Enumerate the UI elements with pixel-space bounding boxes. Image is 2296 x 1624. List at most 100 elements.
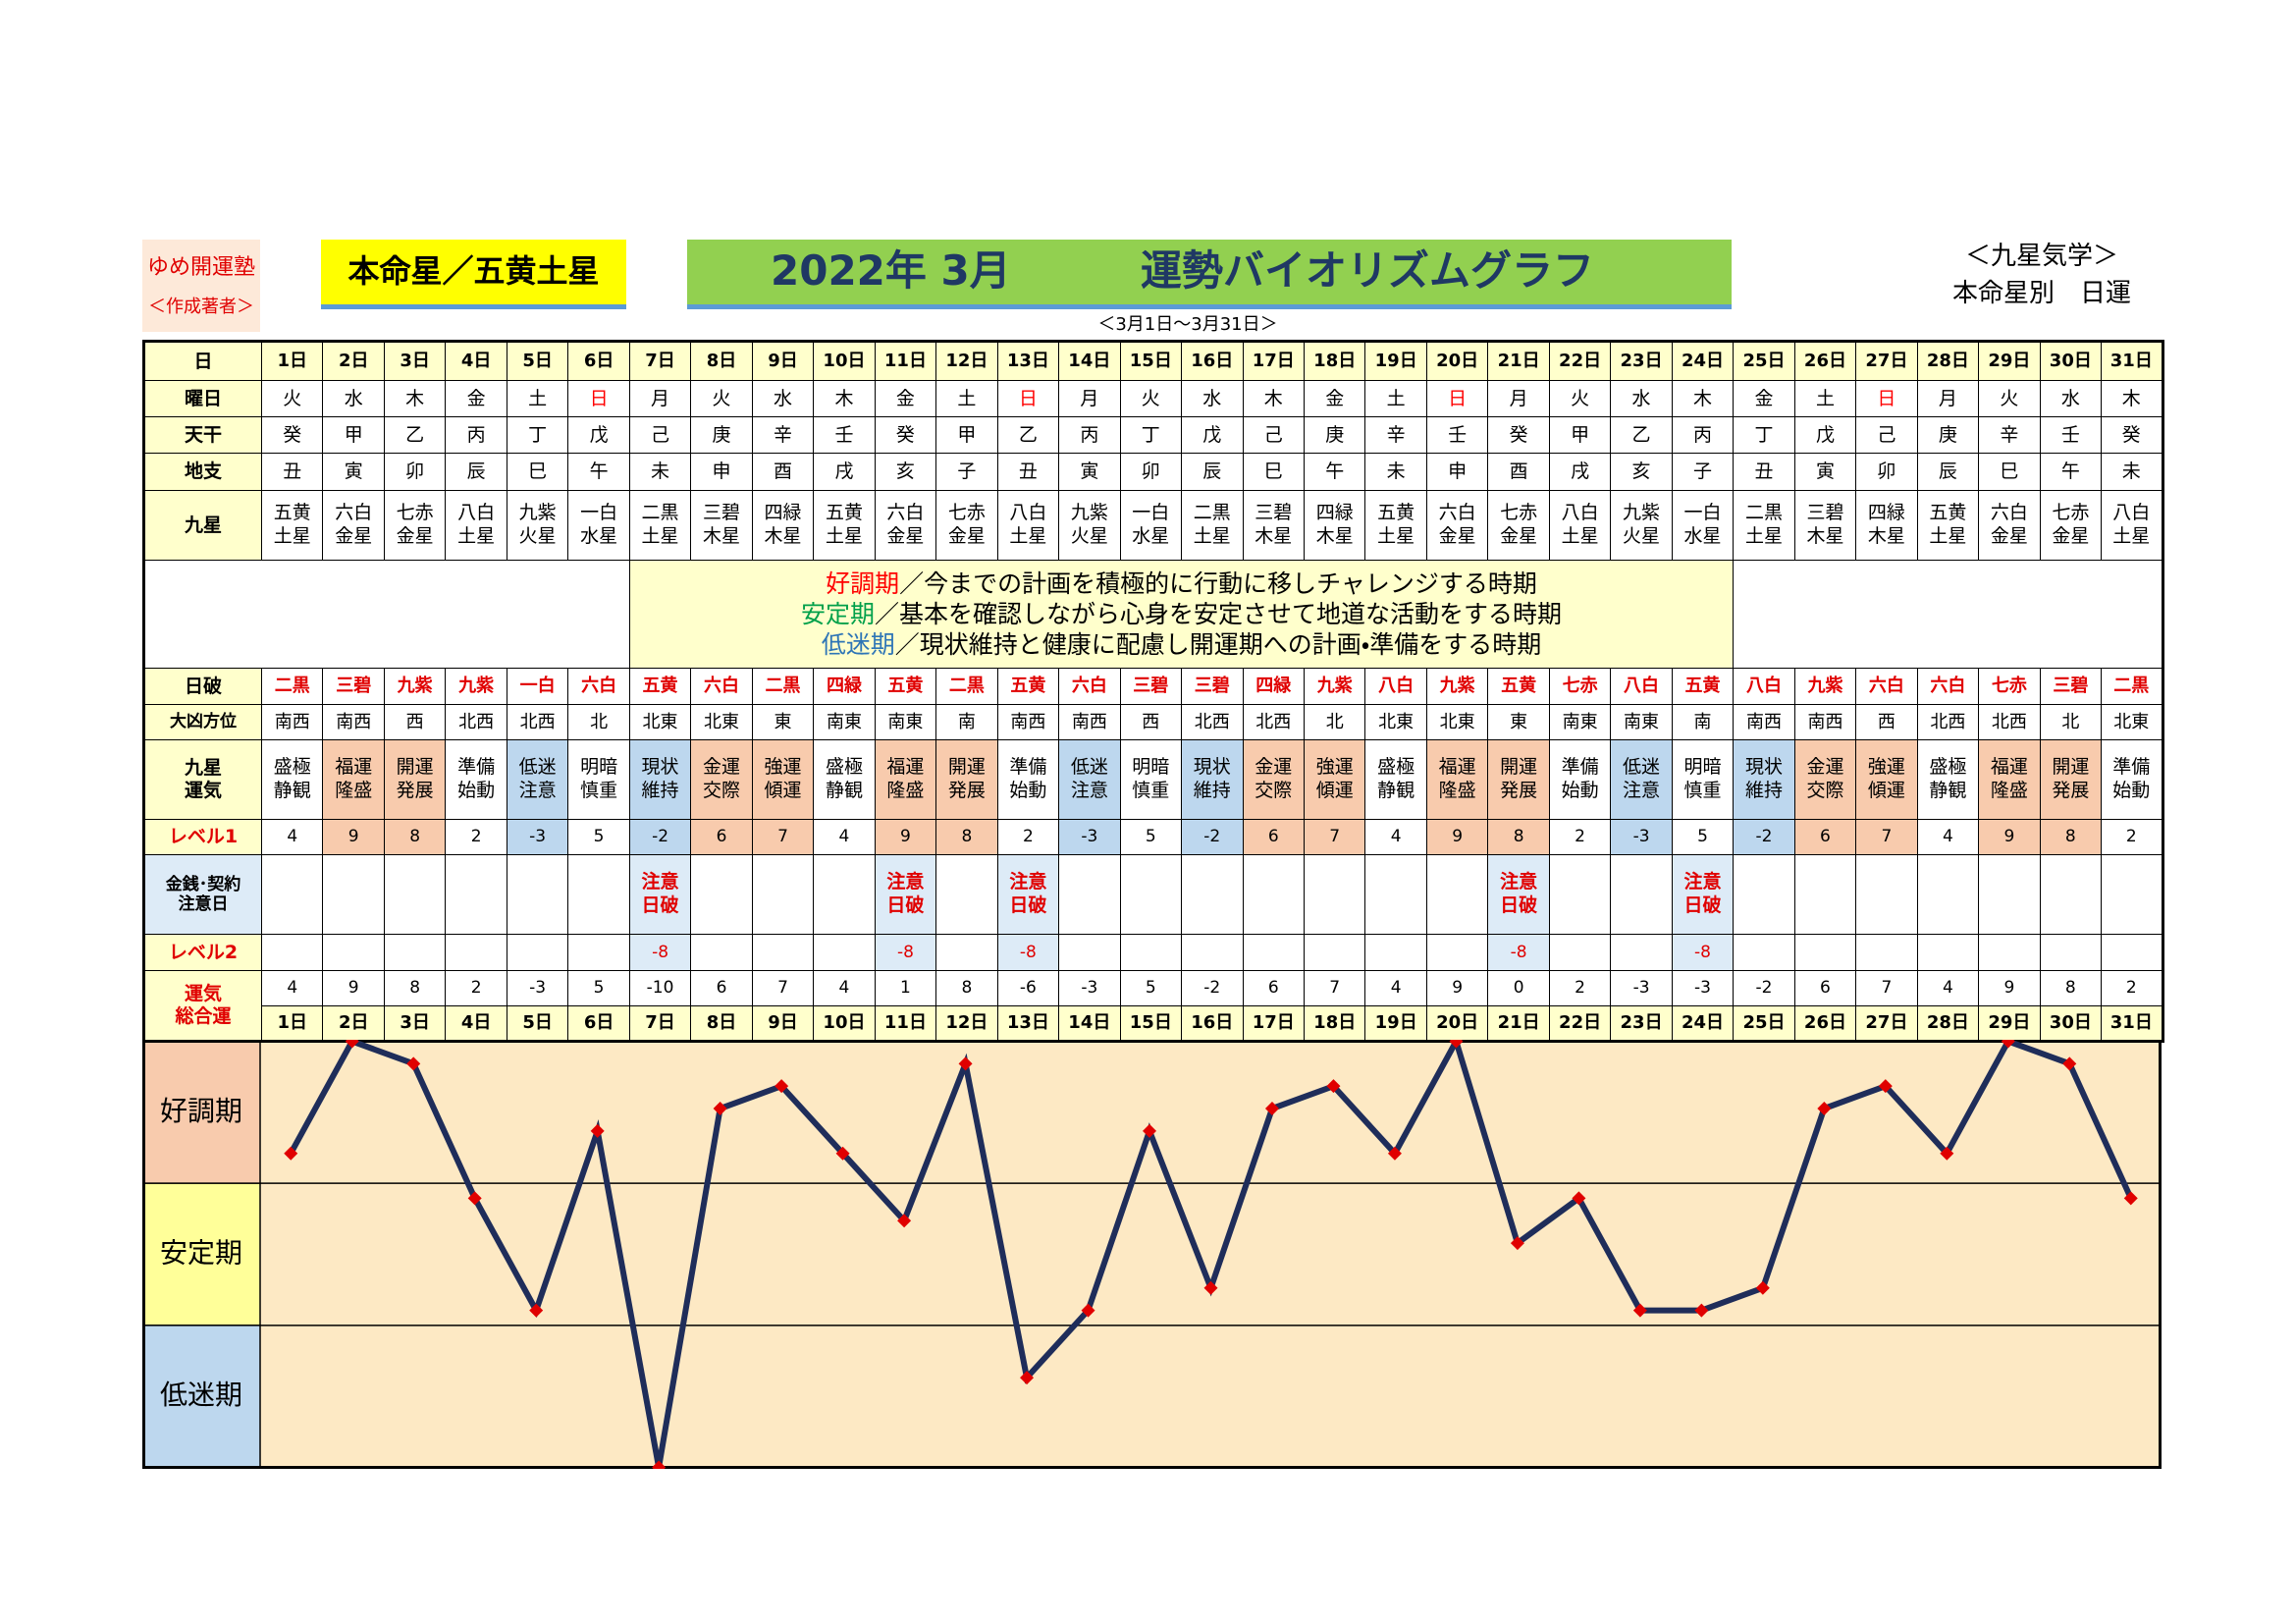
day: 30日 xyxy=(2039,341,2103,381)
daikyo: 北西 xyxy=(1242,704,1305,740)
row-label: 地支 xyxy=(143,453,262,491)
chishi: 寅 xyxy=(1058,453,1121,491)
kyusei-text: 二黒土星 xyxy=(1193,502,1231,547)
chishi: 辰 xyxy=(1916,453,1980,491)
day: 18日 xyxy=(1303,1005,1366,1042)
weekday: 木 xyxy=(1671,380,1735,417)
level2 xyxy=(1610,934,1673,971)
unki: 強運傾運 xyxy=(751,739,815,820)
fortune-marker xyxy=(1081,1303,1095,1318)
day: 13日 xyxy=(996,1005,1060,1042)
unki-text: 準備始動 xyxy=(2112,756,2151,801)
caution xyxy=(2101,854,2163,935)
chishi: 卯 xyxy=(1119,453,1183,491)
chishi: 子 xyxy=(1671,453,1735,491)
unki-text: 金運交際 xyxy=(703,756,741,801)
fortune-marker xyxy=(529,1303,544,1318)
day: 23日 xyxy=(1610,1005,1673,1042)
day: 16日 xyxy=(1181,1005,1244,1042)
legend-term: 好調期 xyxy=(826,568,900,598)
caution: 注意日破 xyxy=(996,854,1060,935)
chishi: 未 xyxy=(2101,453,2163,491)
weekday: 木 xyxy=(1242,380,1305,417)
day: 15日 xyxy=(1119,1005,1183,1042)
month: 2022年 3月 xyxy=(771,246,1011,295)
day: 18日 xyxy=(1303,341,1366,381)
level2 xyxy=(1733,934,1795,971)
day: 7日 xyxy=(628,1005,692,1042)
tenkan: 壬 xyxy=(2039,416,2103,454)
caution xyxy=(1058,854,1121,935)
level1: -2 xyxy=(628,819,692,855)
caution-text: 注意日破 xyxy=(1009,871,1047,916)
tenkan: 辛 xyxy=(751,416,815,454)
nippa: 七赤 xyxy=(1978,668,2041,705)
caution xyxy=(1793,854,1857,935)
caution-text: 注意日破 xyxy=(886,871,925,916)
weekday: 火 xyxy=(1978,380,2041,417)
unki-text: 明暗慎重 xyxy=(580,756,618,801)
day: 28日 xyxy=(1916,1005,1980,1042)
unki-text: 明暗慎重 xyxy=(1132,756,1170,801)
unki-text: 低迷注意 xyxy=(518,756,557,801)
level2 xyxy=(1058,934,1121,971)
unki: 現状維持 xyxy=(1733,739,1795,820)
tenkan: 壬 xyxy=(813,416,876,454)
row-label: 九星 xyxy=(143,490,262,561)
unki-text: 福運隆盛 xyxy=(335,756,373,801)
total: 2 xyxy=(445,970,507,1006)
unki: 福運隆盛 xyxy=(322,739,385,820)
total: 4 xyxy=(1916,970,1980,1006)
level1: 4 xyxy=(260,819,324,855)
kyusei: 四緑木星 xyxy=(1855,490,1918,561)
legend-blank xyxy=(1733,560,2163,669)
day: 8日 xyxy=(690,341,753,381)
kyusei: 三碧木星 xyxy=(1793,490,1857,561)
table-row: 運気 総合運 4 9 8 2 -3 5 -10 6 7 4 1 8 -6 -3 5 -2 6 7 4 9 0 2 -3 -3 -2… xyxy=(143,970,2163,1042)
total: 7 xyxy=(751,970,815,1006)
kyusei-text: 七赤金星 xyxy=(396,502,434,547)
level2 xyxy=(1855,934,1918,971)
level2 xyxy=(1978,934,2041,971)
unki: 明暗慎重 xyxy=(567,739,630,820)
nippa: 五黄 xyxy=(874,668,937,705)
unki: 開運発展 xyxy=(2039,739,2103,820)
unki-text: 強運傾運 xyxy=(1315,756,1354,801)
level1: -3 xyxy=(506,819,569,855)
level2 xyxy=(813,934,876,971)
caution xyxy=(1119,854,1183,935)
day: 10日 xyxy=(813,1005,876,1042)
fortune-marker xyxy=(1632,1303,1647,1318)
tenkan: 戊 xyxy=(1181,416,1244,454)
daikyo: 北西 xyxy=(506,704,569,740)
tenkan: 壬 xyxy=(1425,416,1489,454)
kyusei-text: 七赤金星 xyxy=(2052,502,2090,547)
level2 xyxy=(567,934,630,971)
fortune-marker xyxy=(284,1146,298,1161)
chishi: 酉 xyxy=(1487,453,1550,491)
level1: 8 xyxy=(383,819,447,855)
legend-line: 低迷期／現状維持と健康に配慮し開運期への計画・準備をする時期 xyxy=(630,629,1732,660)
caution xyxy=(1242,854,1305,935)
tenkan: 己 xyxy=(1242,416,1305,454)
daikyo: 北東 xyxy=(2101,704,2163,740)
fortune-table: 日 1日 2日 3日 4日 5日 6日 7日 8日 9日 10日 11日 12日 13日 14日 15日 16日… xyxy=(142,340,2164,1043)
weekday: 火 xyxy=(1548,380,1612,417)
day: 10日 xyxy=(813,341,876,381)
day: 17日 xyxy=(1242,1005,1305,1042)
unki: 開運発展 xyxy=(1487,739,1550,820)
caution: 注意日破 xyxy=(1487,854,1550,935)
fortune-marker xyxy=(467,1191,482,1206)
day: 6日 xyxy=(567,341,630,381)
unki-text: 福運隆盛 xyxy=(1438,756,1476,801)
band-label-bg xyxy=(142,1040,261,1184)
fortune-marker xyxy=(1940,1146,1954,1161)
caution xyxy=(445,854,507,935)
row-label: 大凶方位 xyxy=(143,704,262,740)
fortune-marker xyxy=(1817,1102,1832,1116)
level1: 5 xyxy=(1119,819,1183,855)
chishi: 申 xyxy=(1425,453,1489,491)
row-label: 日 xyxy=(143,341,262,381)
unki: 福運隆盛 xyxy=(1978,739,2041,820)
level1: 6 xyxy=(1793,819,1857,855)
